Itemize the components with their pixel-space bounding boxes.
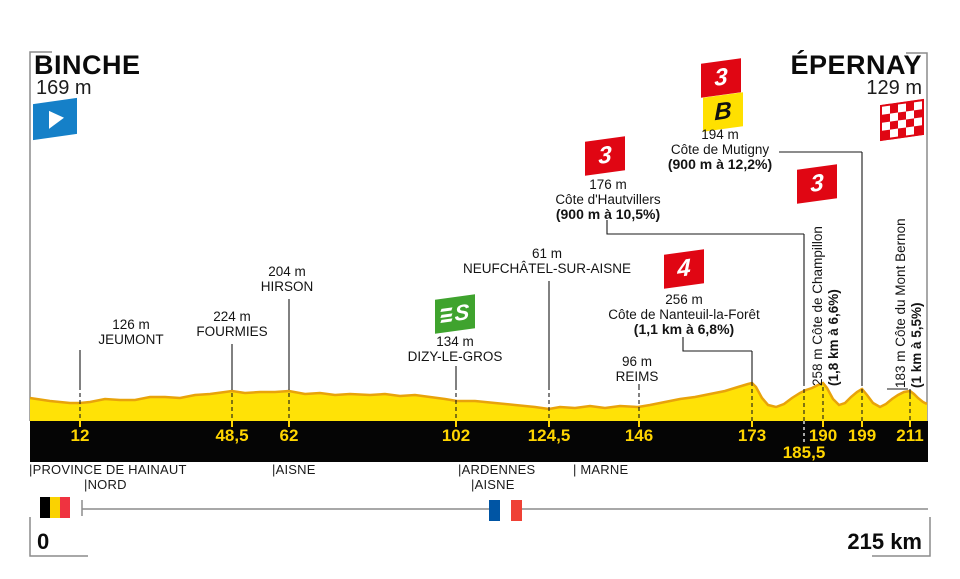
finish-flag <box>880 98 924 142</box>
waypoint-name: NEUFCHÂTEL-SUR-AISNE <box>462 261 632 276</box>
waypoint-name: FOURMIES <box>196 324 268 339</box>
waypoint-name: JEUMONT <box>98 332 164 347</box>
region-aisne: |AISNE <box>272 462 316 477</box>
climb-name: Côte de Nanteuil-la-Forêt <box>608 307 760 322</box>
finish-altitude: 129 m <box>866 77 922 99</box>
waypoint-altitude: 126 m <box>112 317 150 332</box>
bonus-flag: B <box>703 92 743 132</box>
km-tick: 48,5 <box>215 426 249 445</box>
waypoint-altitude: 204 m <box>268 264 306 279</box>
checkered-flag-icon <box>880 98 924 142</box>
waypoint-hirson: 204 m HIRSON <box>261 264 314 294</box>
km-tick: 173 <box>737 426 767 445</box>
play-icon <box>49 108 64 129</box>
km-tick: 199 <box>847 426 877 445</box>
waypoint-neufchatel: 61 m NEUFCHÂTEL-SUR-AISNE <box>463 246 631 276</box>
region-marne: | MARNE <box>573 462 629 477</box>
category-number: 3 <box>714 63 728 92</box>
km-tick: 102 <box>441 426 471 445</box>
region-nord: |NORD <box>84 477 127 492</box>
start-flag <box>33 97 77 141</box>
climb-altitude: 256 m <box>665 292 703 307</box>
km-zero-label: 0 <box>37 529 50 554</box>
km-tick: 211 <box>896 426 924 445</box>
waypoint-reims: 96 m REIMS <box>616 354 659 384</box>
category-number: 3 <box>810 169 824 198</box>
france-flag-icon <box>489 500 522 521</box>
region-hainaut: |PROVINCE DE HAINAUT <box>29 462 187 477</box>
waypoint-dizy: 134 m DIZY-LE-GROS <box>408 334 503 364</box>
waypoint-altitude: 61 m <box>531 246 562 261</box>
waypoint-name: REIMS <box>615 369 659 384</box>
category-3-flag-mutigny: 3 <box>701 58 741 98</box>
km-tick: 146 <box>624 426 654 445</box>
bonus-letter: B <box>714 96 732 127</box>
climb-detail: (1,1 km à 6,8%) <box>633 321 735 337</box>
waypoint-altitude: 134 m <box>436 334 474 349</box>
waypoint-altitude: 224 m <box>213 309 251 324</box>
climb-nanteuil: 256 m Côte de Nanteuil-la-Forêt (1,1 km … <box>608 292 760 337</box>
km-tick: 185,5 <box>782 443 826 462</box>
km-bar-notches <box>79 421 911 427</box>
climb-name: Côte d'Hautvillers <box>555 192 661 207</box>
climb-detail: (1 km à 5,5%) <box>909 302 924 388</box>
climb-montbernon: 183 m Côte du Mont Bernon (1 km à 5,5%) <box>893 218 925 388</box>
category-number: 3 <box>598 141 612 170</box>
climb-label: 183 m Côte du Mont Bernon <box>893 218 908 388</box>
bottom-left-corner <box>29 517 88 557</box>
region-ardennes: |ARDENNES <box>458 462 536 477</box>
category-3-flag-champillon: 3 <box>797 164 837 204</box>
waypoint-lines <box>79 281 640 421</box>
profile-top-edge <box>29 381 928 411</box>
waypoint-name: HIRSON <box>260 279 314 294</box>
climb-connectors <box>606 151 911 421</box>
climb-champillon: 258 m Côte de Champillon (1,8 km à 6,6%) <box>810 226 842 386</box>
km-tick: 190 <box>808 426 838 445</box>
waypoint-jeumont: 126 m JEUMONT <box>98 317 163 347</box>
km-tick: 12 <box>70 426 90 445</box>
km-tick: 124,5 <box>527 426 571 445</box>
category-4-flag: 4 <box>664 249 704 289</box>
climb-mutigny: 194 m Côte de Mutigny (900 m à 12,2%) <box>668 127 772 172</box>
start-city: BINCHE <box>34 50 141 80</box>
start-line <box>29 51 52 421</box>
climb-detail: (1,8 km à 6,6%) <box>826 289 841 386</box>
km-bar <box>30 421 928 462</box>
climb-hautvillers: 176 m Côte d'Hautvillers (900 m à 10,5%) <box>555 177 660 222</box>
speed-lines-icon <box>440 305 453 326</box>
category-3-flag-hautvillers: 3 <box>585 136 625 176</box>
km-total-label: 215 km <box>847 529 922 554</box>
sprint-flag: S <box>435 294 475 334</box>
bottom-right-corner <box>872 517 931 557</box>
start-altitude: 169 m <box>36 77 92 99</box>
region-aisne-2: |AISNE <box>471 477 515 492</box>
finish-city: ÉPERNAY <box>790 50 922 80</box>
km-tick: 62 <box>279 426 299 445</box>
finish-line <box>906 52 928 421</box>
belgium-flag-icon <box>40 497 70 518</box>
sprint-letter: S <box>454 298 470 327</box>
climb-label: 258 m Côte de Champillon <box>810 226 825 386</box>
waypoint-name: DIZY-LE-GROS <box>407 349 503 364</box>
climb-detail: (900 m à 10,5%) <box>555 206 661 222</box>
category-number: 4 <box>677 254 691 283</box>
waypoint-fourmies: 224 m FOURMIES <box>196 309 267 339</box>
climb-detail: (900 m à 12,2%) <box>667 156 773 172</box>
waypoint-altitude: 96 m <box>621 354 653 369</box>
climb-altitude: 176 m <box>589 177 627 192</box>
climb-name: Côte de Mutigny <box>670 142 770 157</box>
climb-altitude: 194 m <box>701 127 739 142</box>
